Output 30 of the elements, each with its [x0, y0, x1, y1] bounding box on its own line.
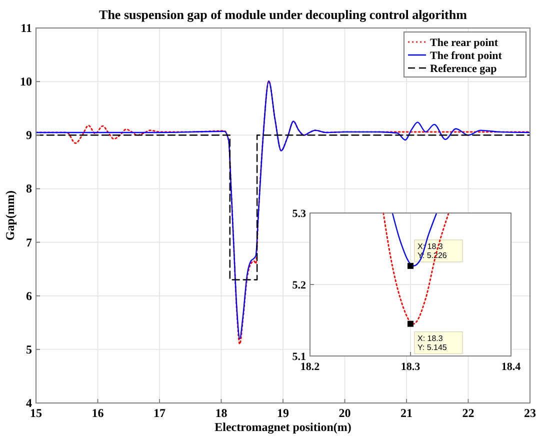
x-tick-label: 15	[30, 406, 42, 420]
x-tick-label: 18.4	[501, 361, 522, 373]
y-tick-label: 5	[26, 342, 32, 356]
y-tick-label: 5.3	[292, 208, 306, 220]
legend-label: The rear point	[430, 37, 498, 49]
y-tick-label: 8	[26, 182, 32, 196]
x-axis-title: Electromagnet position(m)	[214, 420, 352, 434]
x-tick-label: 22	[462, 406, 474, 420]
y-tick-label: 11	[20, 21, 32, 35]
annotation: X: 18.3 Y: 5.145	[418, 334, 448, 352]
x-tick-label: 19	[277, 406, 289, 420]
chart-title: The suspension gap of module under decoupling control algorithm	[99, 7, 468, 22]
y-tick-label: 5.2	[292, 280, 306, 292]
y-tick-label: 6	[26, 288, 32, 303]
x-tick-label: 20	[338, 406, 351, 420]
y-tick-label: 10	[20, 74, 32, 89]
y-tick-label: 5.1	[292, 351, 306, 363]
x-tick-label: 17	[154, 406, 166, 420]
x-tick-label: 16	[92, 406, 104, 420]
legend-label: Reference gap	[430, 63, 497, 75]
y-tick-label: 7	[26, 235, 32, 250]
x-tick-label: 18	[215, 406, 228, 420]
y-tick-label: 9	[26, 128, 32, 142]
y-axis-title: Gap(mm)	[3, 190, 17, 240]
legend-label: The front point	[430, 50, 502, 62]
x-tick-label: 18.2	[300, 361, 320, 373]
x-tick-label: 18.3	[400, 361, 421, 373]
y-tick-label: 4	[26, 396, 32, 410]
x-tick-label: 23	[524, 406, 536, 420]
x-tick-label: 21	[400, 406, 412, 420]
